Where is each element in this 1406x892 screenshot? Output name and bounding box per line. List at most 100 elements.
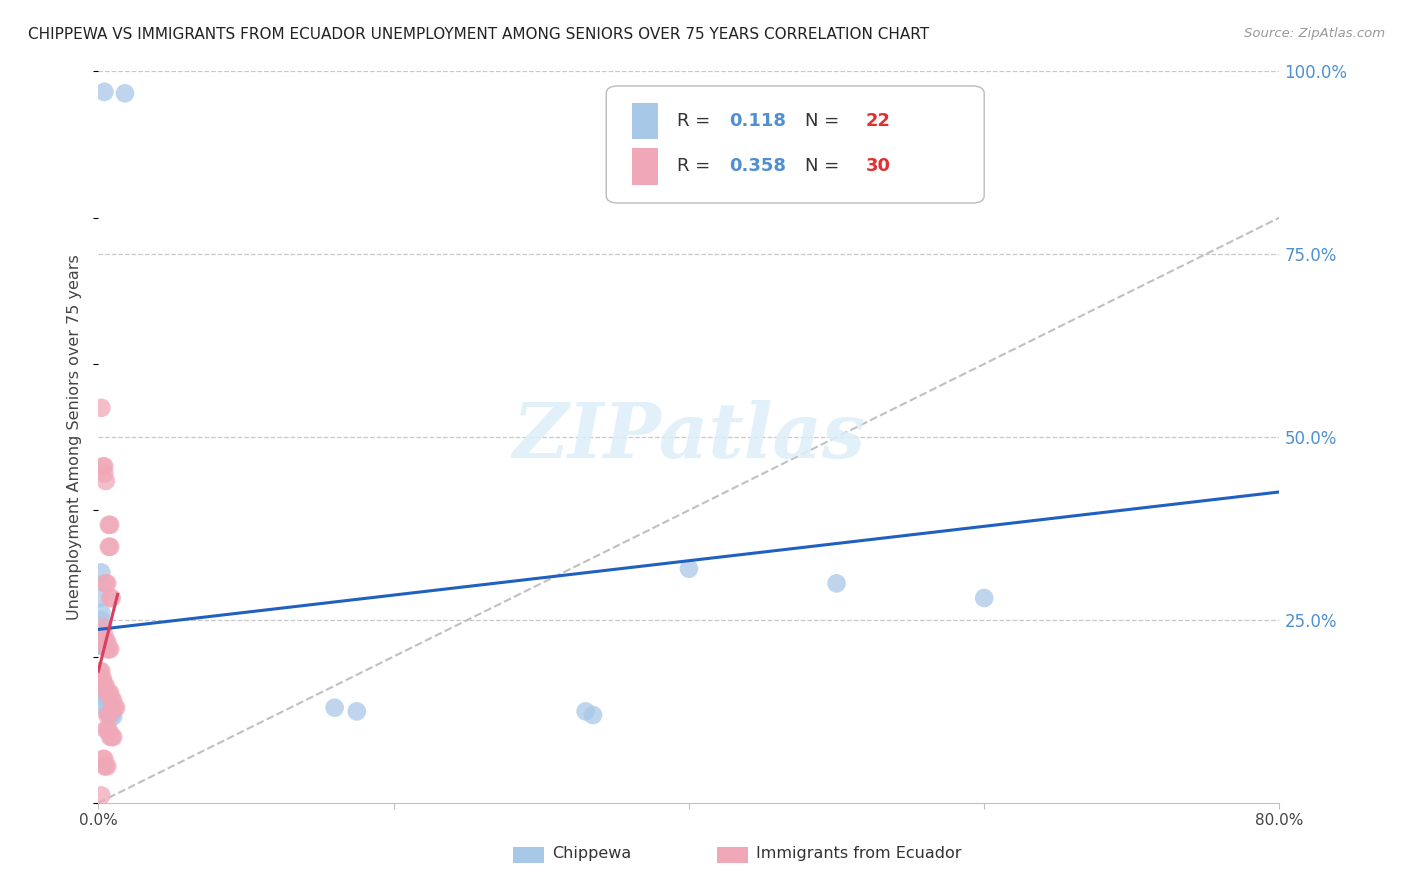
Point: [98, 730, 121, 744]
Text: Immigrants from Ecuador: Immigrants from Ecuador: [756, 847, 962, 861]
Point: [100, 591, 122, 605]
Text: R =: R =: [678, 112, 716, 130]
Point: [90, 672, 112, 686]
Point: [98, 517, 121, 532]
Point: [98, 540, 121, 554]
Text: 30: 30: [866, 158, 891, 176]
Point: [574, 705, 596, 719]
Point: [103, 693, 125, 707]
Point: [90, 664, 112, 678]
Point: [94, 688, 117, 702]
Point: [93, 752, 115, 766]
Point: [96, 642, 118, 657]
Point: [973, 591, 995, 605]
Point: [94, 576, 117, 591]
Point: [94, 635, 117, 649]
Text: 0.358: 0.358: [730, 158, 786, 176]
Point: [93, 688, 115, 702]
Point: [98, 642, 121, 657]
Point: [91, 752, 114, 766]
Point: [100, 693, 122, 707]
Text: R =: R =: [678, 158, 716, 176]
Point: [89, 639, 111, 653]
Point: [89, 591, 111, 605]
Point: [96, 635, 118, 649]
Point: [91, 620, 114, 634]
Point: [93, 627, 115, 641]
Point: [93, 85, 115, 99]
Y-axis label: Unemployment Among Seniors over 75 years: Unemployment Among Seniors over 75 years: [67, 254, 83, 620]
Point: [90, 639, 112, 653]
Point: [94, 679, 117, 693]
Point: [104, 700, 127, 714]
Point: [90, 613, 112, 627]
Text: CHIPPEWA VS IMMIGRANTS FROM ECUADOR UNEMPLOYMENT AMONG SENIORS OVER 75 YEARS COR: CHIPPEWA VS IMMIGRANTS FROM ECUADOR UNEM…: [28, 27, 929, 42]
Point: [100, 730, 122, 744]
Point: [97, 517, 120, 532]
Point: [97, 723, 120, 737]
Point: [91, 679, 114, 693]
Point: [96, 723, 118, 737]
Point: [90, 606, 112, 620]
Point: [825, 576, 848, 591]
Point: [98, 686, 121, 700]
Point: [96, 708, 118, 723]
Point: [93, 467, 115, 481]
Point: [103, 700, 125, 714]
Point: [98, 591, 121, 605]
Point: [89, 664, 111, 678]
Point: [91, 672, 114, 686]
Point: [97, 706, 120, 721]
Point: [97, 708, 120, 723]
Point: [103, 709, 125, 723]
Point: [323, 700, 346, 714]
Bar: [633, 103, 658, 139]
Point: [94, 635, 117, 649]
Point: [346, 705, 368, 719]
Point: [93, 635, 115, 649]
Point: [98, 706, 121, 721]
Point: [96, 705, 118, 719]
Point: [94, 688, 117, 702]
Point: [94, 723, 117, 737]
Point: [114, 87, 136, 101]
Point: [93, 679, 115, 693]
Point: [97, 686, 120, 700]
Point: [90, 566, 112, 580]
Point: [91, 639, 114, 653]
Text: N =: N =: [804, 158, 845, 176]
Point: [97, 540, 120, 554]
Point: [93, 635, 115, 649]
Point: [96, 686, 118, 700]
Point: [91, 635, 114, 649]
Point: [91, 459, 114, 474]
Point: [93, 576, 115, 591]
Text: N =: N =: [804, 112, 845, 130]
Point: [97, 642, 120, 657]
Point: [91, 688, 114, 702]
Point: [89, 690, 111, 704]
Point: [96, 700, 118, 714]
Point: [103, 730, 125, 744]
Text: 22: 22: [866, 112, 891, 130]
Point: [93, 759, 115, 773]
Point: [90, 688, 112, 702]
Point: [96, 576, 118, 591]
Point: [96, 759, 118, 773]
Point: [582, 708, 605, 723]
Point: [91, 620, 114, 634]
FancyBboxPatch shape: [606, 86, 984, 203]
Point: [678, 562, 700, 576]
Text: Source: ZipAtlas.com: Source: ZipAtlas.com: [1244, 27, 1385, 40]
Point: [90, 401, 112, 415]
Point: [90, 789, 112, 803]
Text: 0.118: 0.118: [730, 112, 786, 130]
Point: [93, 459, 115, 474]
Point: [105, 700, 128, 714]
Bar: [633, 148, 658, 185]
Text: ZIPatlas: ZIPatlas: [512, 401, 866, 474]
Text: Chippewa: Chippewa: [553, 847, 631, 861]
Point: [100, 708, 122, 723]
Point: [94, 474, 117, 488]
Point: [94, 759, 117, 773]
